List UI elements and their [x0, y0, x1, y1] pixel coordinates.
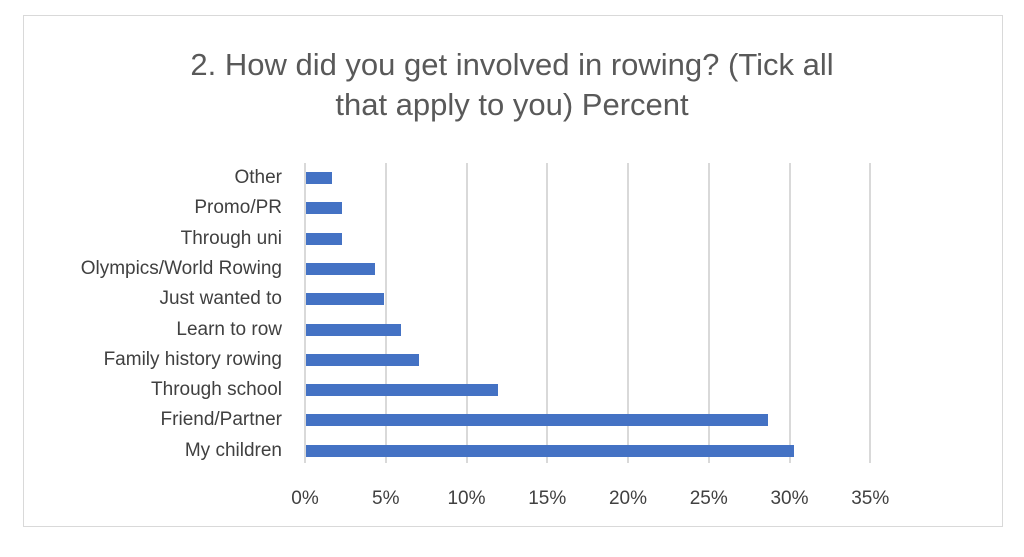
category-label: My children — [184, 439, 282, 461]
gridline — [869, 163, 872, 463]
category-label: Through uni — [180, 227, 282, 249]
x-tick-label: 30% — [770, 488, 809, 509]
gridline — [627, 163, 629, 463]
bar — [306, 414, 768, 427]
bar — [306, 444, 794, 457]
bar — [306, 384, 499, 397]
chart-title: 2. How did you get involved in rowing? (… — [190, 47, 834, 122]
bar — [306, 353, 420, 366]
bar — [306, 293, 384, 306]
category-label: Just wanted to — [159, 288, 282, 310]
x-tick-label: 0% — [291, 488, 319, 509]
category-label: Promo/PR — [194, 197, 282, 219]
x-tick-label: 35% — [851, 488, 890, 509]
gridline — [465, 163, 468, 463]
category-label: Learn to row — [176, 318, 282, 340]
category-label: Through school — [151, 379, 282, 401]
gridline — [707, 163, 710, 463]
x-tick-label: 10% — [447, 488, 486, 509]
x-tick-label: 5% — [372, 488, 400, 509]
gridline — [788, 163, 791, 463]
x-tick-label: 15% — [528, 488, 567, 509]
x-tick-label: 20% — [608, 488, 648, 509]
gridline — [304, 163, 306, 463]
category-label: Other — [234, 167, 282, 188]
bar — [306, 232, 342, 245]
bar — [306, 202, 342, 215]
category-label: Family history rowing — [103, 348, 282, 370]
bar — [306, 172, 332, 184]
chart-frame — [23, 15, 1003, 527]
gridline — [546, 163, 549, 463]
bar — [306, 262, 376, 275]
category-label: Olympics/World Rowing — [80, 257, 282, 279]
bar — [306, 323, 402, 336]
gridline — [384, 163, 387, 463]
category-label: Friend/Partner — [160, 409, 282, 431]
x-tick-label: 25% — [689, 488, 728, 509]
